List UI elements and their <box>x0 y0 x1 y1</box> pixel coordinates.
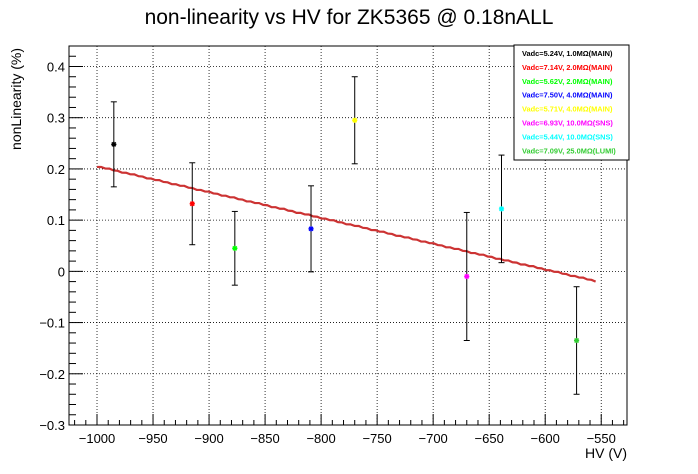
y-tick-label: −0.2 <box>39 367 65 382</box>
data-point-marker <box>189 201 195 207</box>
data-point-marker <box>308 226 314 232</box>
x-tick-label: −550 <box>587 431 616 446</box>
x-tick-label: −600 <box>531 431 560 446</box>
data-point <box>308 226 314 232</box>
legend-entry: Vadc=5.24V, 1.0MΩ(MAIN) <box>522 49 613 58</box>
x-tick-label: −850 <box>250 431 279 446</box>
data-point <box>189 201 195 207</box>
fit-line <box>96 165 597 283</box>
y-tick-label: 0.4 <box>47 59 65 74</box>
data-point <box>498 206 505 212</box>
legend: Vadc=5.24V, 1.0MΩ(MAIN) Vadc=7.14V, 2.0MΩ… <box>513 44 630 161</box>
data-points <box>110 76 580 395</box>
data-point-marker <box>352 117 358 123</box>
data-point <box>111 141 117 147</box>
legend-entry: Vadc=5.62V, 2.0MΩ(MAIN) <box>522 77 613 86</box>
x-tick-label: −800 <box>306 431 335 446</box>
data-point <box>352 117 358 123</box>
legend-entry: Vadc=6.93V, 10.0MΩ(SNS) <box>522 119 613 128</box>
legend-entry: Vadc=7.50V, 4.0MΩ(MAIN) <box>522 91 613 100</box>
data-point-marker <box>574 338 580 343</box>
x-tick-label: −950 <box>138 431 167 446</box>
x-tick-label: −700 <box>419 431 448 446</box>
legend-entry: Vadc=7.14V, 2.0MΩ(MAIN) <box>522 63 613 72</box>
y-tick-label: 0 <box>58 264 65 279</box>
x-axis-title: HV (V) <box>585 445 627 461</box>
fit-line-group <box>96 165 597 283</box>
legend-entry: Vadc=5.71V, 4.0MΩ(MAIN) <box>522 105 613 114</box>
data-point-marker <box>464 274 470 279</box>
chart-title: non-linearity vs HV for ZK5365 @ 0.18nAL… <box>145 6 554 29</box>
axes: −1000 −950 −900 −850 −800 −750 −700 −650 −600 −55… <box>39 45 625 446</box>
plot-frame <box>68 45 628 426</box>
legend-box <box>513 44 630 161</box>
y-tick-label: −0.1 <box>39 316 65 331</box>
legend-entry: Vadc=5.44V, 10.0MΩ(SNS) <box>522 132 613 141</box>
data-point-marker <box>111 141 117 147</box>
data-point <box>573 337 580 344</box>
data-point <box>464 273 470 280</box>
y-tick-label: 0.2 <box>47 162 65 177</box>
y-tick-label: −0.3 <box>39 418 65 433</box>
x-tick-label: −650 <box>475 431 504 446</box>
x-tick-label: −900 <box>194 431 223 446</box>
y-axis-title: nonLinearity (%) <box>8 48 24 150</box>
x-tick-label: −750 <box>362 431 391 446</box>
legend-entry: Vadc=7.09V, 25.0MΩ(LUMI) <box>522 146 616 155</box>
data-point-marker <box>499 206 504 212</box>
y-tick-label: 0.3 <box>47 111 65 126</box>
x-tick-label: −1000 <box>79 431 116 446</box>
data-point <box>232 245 238 251</box>
data-point-marker <box>232 245 238 251</box>
y-tick-label: 0.1 <box>47 213 65 228</box>
